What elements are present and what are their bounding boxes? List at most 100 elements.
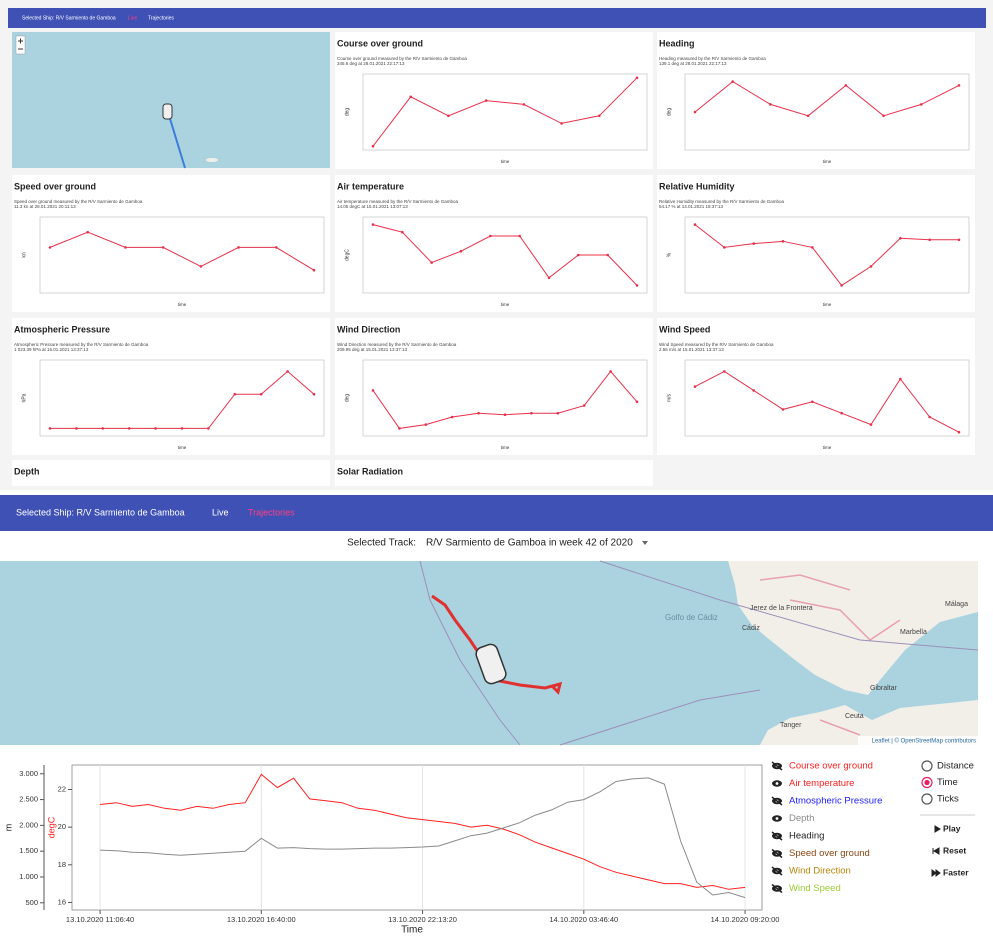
x-axis-title: Time: [401, 925, 423, 936]
legend-label[interactable]: Speed over ground: [789, 848, 870, 859]
y-tick-label: 2.000: [19, 820, 38, 829]
mini-xlabel: time: [501, 445, 510, 450]
mini-xlabel: time: [178, 445, 187, 450]
mini-point: [75, 427, 78, 430]
mini-point: [840, 412, 843, 415]
mini-point: [636, 77, 639, 80]
page: { "header": {"ship_label": "Selected Shi…: [0, 0, 993, 942]
attribution[interactable]: Leaflet | © OpenStreetMap contributors: [872, 738, 976, 745]
button-label[interactable]: Play: [943, 823, 961, 833]
legend-label[interactable]: Atmospheric Pressure: [789, 796, 882, 807]
button-label[interactable]: Faster: [943, 867, 969, 877]
trajectories-tab[interactable]: Trajectories: [148, 15, 174, 21]
mini-point: [928, 416, 931, 419]
radio-label[interactable]: Distance: [937, 761, 974, 772]
panel-title: Wind Speed: [659, 324, 710, 334]
island: [206, 158, 218, 162]
x-tick-label: 13.10.2020 16:40:00: [227, 915, 296, 924]
mini-point: [811, 401, 814, 404]
mini-point: [237, 246, 240, 249]
mini-point: [694, 111, 697, 114]
radio[interactable]: [922, 761, 932, 771]
radio[interactable]: [922, 794, 932, 804]
mini-point: [870, 423, 873, 426]
screenshot: Selected Ship: R/V Sarmiento de Gamboa L…: [0, 0, 993, 942]
radio-label[interactable]: Time: [937, 777, 958, 788]
mini-point: [286, 370, 289, 373]
mini-ylabel: deg: [666, 108, 672, 117]
radio-label[interactable]: Ticks: [937, 794, 959, 805]
legend-eye-pupil[interactable]: [776, 817, 779, 820]
mini-point: [882, 115, 885, 118]
live-tab[interactable]: Live: [212, 507, 229, 517]
panel: [657, 318, 975, 455]
mini-point: [372, 389, 375, 392]
y-tick-label: 1.500: [19, 846, 38, 855]
panel: [657, 32, 975, 169]
mini-point: [530, 412, 533, 415]
mini-point: [723, 370, 726, 373]
panel-latest: 209.95 deg at 15.01.2021 13:37:13: [337, 347, 408, 352]
panel-latest: 139.1 deg at 28.01.2021 22:17:13: [659, 61, 727, 66]
mini-point: [958, 239, 961, 242]
mini-ylabel: %: [666, 252, 672, 257]
mini-point: [447, 115, 450, 118]
mini-xlabel: time: [501, 302, 510, 307]
panel-title: Wind Direction: [337, 324, 400, 334]
map-label: Tanger: [780, 722, 802, 729]
mini-point: [557, 412, 560, 415]
live-tab[interactable]: Live: [128, 15, 137, 21]
mini-point: [694, 385, 697, 388]
mini-point: [636, 284, 639, 287]
y-tick-label: 500: [25, 898, 38, 907]
legend-label[interactable]: Air temperature: [789, 778, 854, 789]
mini-point: [583, 404, 586, 407]
mini-map[interactable]: [12, 32, 330, 168]
mini-point: [398, 427, 401, 430]
y2-tick-label: 16: [58, 897, 66, 906]
mini-point: [162, 246, 165, 249]
panel-latest: 54.17 % at 14.01.2021 18:37:13: [659, 204, 724, 209]
mini-point: [840, 284, 843, 287]
mini-ylabel: hPa: [21, 393, 27, 402]
x-tick-label: 13.10.2020 22:13:20: [388, 915, 457, 924]
legend-label[interactable]: Depth: [789, 813, 814, 824]
mini-point: [752, 242, 755, 245]
ship-icon: [163, 104, 172, 119]
mini-ylabel: m/s: [666, 393, 672, 402]
button-label[interactable]: Reset: [943, 845, 966, 855]
mini-point: [636, 401, 639, 404]
legend-label[interactable]: Heading: [789, 831, 824, 842]
mini-point: [523, 103, 526, 106]
mini-point: [485, 99, 488, 102]
map-label: Marbella: [900, 629, 927, 636]
legend-label[interactable]: Course over ground: [789, 761, 873, 772]
mini-point: [425, 423, 428, 426]
panel-title: Atmospheric Pressure: [14, 324, 110, 334]
y2-axis-title: degC: [46, 816, 56, 838]
mini-point: [694, 223, 697, 226]
track-select[interactable]: R/V Sarmiento de Gamboa in week 42 of 20…: [426, 538, 633, 549]
panel-latest: 345.6 deg at 28.01.2021 22:17:13: [337, 61, 405, 66]
legend-label[interactable]: Wind Direction: [789, 866, 851, 877]
panel-title: Speed over ground: [14, 181, 96, 191]
map-label: Golfo de Cádiz: [665, 613, 718, 622]
ship-label: Selected Ship: R/V Sarmiento de Gamboa: [22, 15, 116, 21]
mini-point: [489, 235, 492, 238]
radio-dot[interactable]: [924, 780, 929, 785]
panel-latest: 11.3 kn at 28.01.2021 20:11:13: [14, 204, 76, 209]
legend-eye-pupil[interactable]: [776, 782, 779, 785]
panel: [335, 32, 653, 169]
mini-point: [920, 103, 923, 106]
legend-label[interactable]: Wind Speed: [789, 883, 841, 894]
mini-point: [958, 431, 961, 434]
mini-point: [518, 235, 521, 238]
mini-ylabel: degC: [344, 249, 350, 261]
mini-xlabel: time: [501, 159, 510, 164]
mini-point: [313, 269, 316, 272]
map-label: Gibraltar: [870, 685, 898, 692]
mini-point: [598, 115, 601, 118]
mini-point: [606, 254, 609, 257]
trajectories-tab[interactable]: Trajectories: [248, 507, 295, 517]
mini-point: [609, 370, 612, 373]
